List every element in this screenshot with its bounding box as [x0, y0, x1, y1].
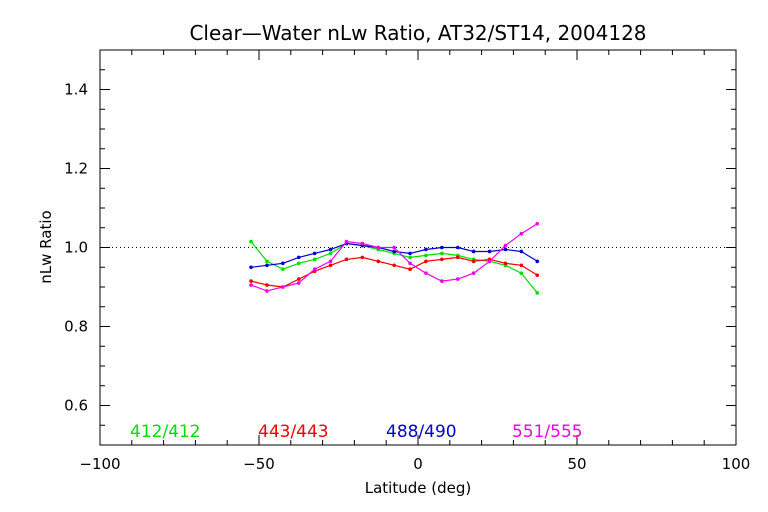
- legend-entry-443-443: 443/443: [258, 422, 329, 442]
- legend-entry-488-490: 488/490: [386, 422, 457, 442]
- data-point: [519, 231, 524, 236]
- data-point: [281, 285, 285, 289]
- data-point: [344, 239, 349, 244]
- y-axis-label: nLw Ratio: [37, 210, 55, 283]
- data-point: [440, 279, 444, 283]
- data-point: [392, 263, 396, 268]
- data-point: [535, 259, 540, 264]
- series-line-443-443: [250, 256, 538, 288]
- data-point: [296, 261, 301, 266]
- data-point: [503, 261, 508, 266]
- data-point: [281, 267, 285, 272]
- y-tick-label: 0.8: [64, 318, 88, 336]
- data-point: [376, 259, 381, 264]
- data-point: [265, 289, 269, 293]
- y-tick-label: 0.6: [64, 397, 88, 415]
- chart-title: Clear—Water nLw Ratio, AT32/ST14, 200412…: [189, 21, 646, 45]
- data-point: [408, 267, 412, 272]
- data-point: [535, 273, 540, 277]
- data-point: [249, 279, 253, 283]
- data-point: [392, 245, 396, 250]
- legend-entry-412-412: 412/412: [130, 422, 201, 442]
- y-tick-label: 1.0: [64, 239, 88, 257]
- x-tick-label: −100: [79, 455, 120, 473]
- data-point: [535, 291, 540, 295]
- data-point: [471, 259, 476, 264]
- data-point: [424, 259, 428, 264]
- data-point: [344, 257, 349, 262]
- series-line-551-555: [250, 223, 538, 292]
- data-point: [471, 271, 476, 275]
- data-point: [312, 251, 317, 256]
- data-point: [455, 255, 460, 260]
- data-point: [440, 257, 444, 262]
- data-point: [360, 255, 365, 260]
- data-point: [249, 283, 253, 287]
- data-point: [408, 251, 412, 256]
- data-point: [487, 249, 492, 254]
- data-point: [265, 259, 269, 264]
- data-point: [408, 261, 412, 266]
- y-tick-label: 1.4: [64, 81, 88, 99]
- data-point: [424, 247, 428, 252]
- data-point: [487, 259, 492, 264]
- data-point: [328, 259, 333, 264]
- data-point: [424, 253, 428, 258]
- data-point: [265, 283, 269, 287]
- x-tick-label: −50: [243, 455, 275, 473]
- data-point: [312, 267, 317, 272]
- x-axis-label: Latitude (deg): [365, 479, 471, 497]
- data-point: [376, 245, 381, 250]
- data-point: [440, 251, 444, 256]
- data-point: [328, 247, 333, 252]
- data-point: [455, 277, 460, 281]
- data-point: [519, 271, 524, 275]
- data-point: [249, 265, 253, 270]
- data-point: [360, 241, 365, 246]
- plot-layer: −100 −50 0 50 100 0.6 0.8 1.0 1.2 1.4 412/412 443/4…: [64, 49, 751, 473]
- data-point: [296, 255, 301, 260]
- y-tick-label: 1.2: [64, 160, 88, 178]
- data-point: [519, 249, 524, 254]
- data-point: [249, 239, 253, 244]
- data-point: [392, 249, 396, 254]
- x-tick-label: 50: [567, 455, 586, 473]
- data-point: [455, 245, 460, 250]
- x-tick-label: 0: [413, 455, 423, 473]
- data-point: [312, 257, 317, 262]
- data-point: [424, 271, 428, 275]
- data-point: [408, 255, 412, 260]
- legend-entry-551-555: 551/555: [512, 422, 583, 442]
- data-point: [296, 281, 301, 285]
- data-point: [503, 247, 508, 252]
- x-tick-label: 100: [722, 455, 751, 473]
- data-point: [296, 277, 301, 281]
- data-point: [440, 245, 444, 250]
- data-point: [535, 222, 540, 226]
- data-point: [281, 261, 285, 266]
- data-point: [328, 251, 333, 256]
- data-point: [265, 263, 269, 268]
- data-point: [503, 243, 508, 248]
- data-point: [328, 263, 333, 268]
- data-point: [519, 263, 524, 268]
- data-point: [471, 249, 476, 254]
